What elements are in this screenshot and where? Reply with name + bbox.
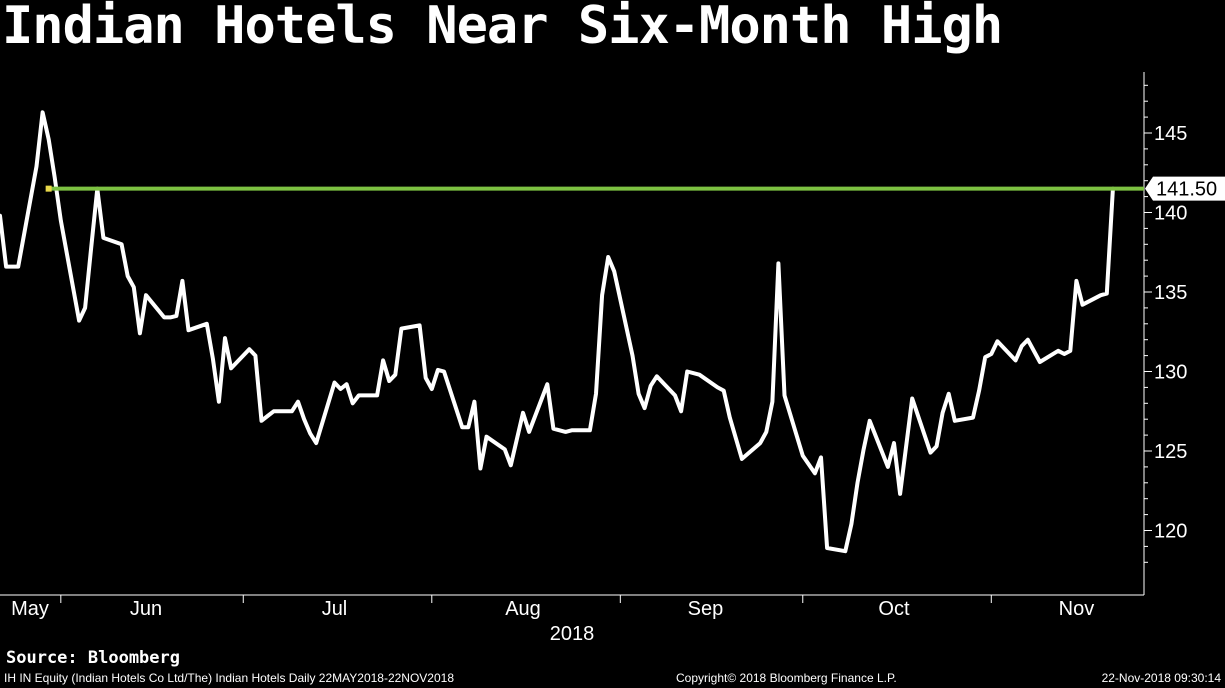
y-tick-label: 140 (1154, 203, 1187, 225)
y-tick-label: 125 (1154, 441, 1187, 463)
chart-title: Indian Hotels Near Six-Month High (2, 0, 1003, 56)
level-line-anchor (45, 185, 52, 192)
y-tick-label: 120 (1154, 521, 1187, 543)
x-tick-label: Jul (322, 598, 348, 620)
y-axis-ticks: 120 125 130 135 140 145 (1144, 84, 1187, 563)
x-tick-label: May (11, 598, 49, 620)
y-tick-label: 135 (1154, 282, 1187, 304)
month-dividers (60, 595, 992, 603)
plot-frame (0, 72, 1145, 596)
price-series-line (0, 110, 1115, 554)
x-tick-label: Oct (878, 598, 910, 620)
y-tick-label: 130 (1154, 362, 1187, 384)
series-layer (0, 110, 1115, 554)
last-value-label: 141.50 (1156, 179, 1217, 201)
x-tick-label: Nov (1059, 598, 1095, 620)
x-tick-label: Aug (505, 598, 541, 620)
x-axis-labels: May Jun Jul Aug Sep Oct Nov (11, 598, 1094, 620)
source-note: Source: Bloomberg (6, 648, 180, 668)
reference-layer: 141.50 (45, 176, 1225, 201)
x-tick-label: Sep (688, 598, 724, 620)
x-axis-year-label: 2018 (550, 623, 595, 645)
footer-copyright: Copyright© 2018 Bloomberg Finance L.P. (676, 671, 897, 685)
y-tick-label: 145 (1154, 123, 1187, 145)
footer-timestamp: 22-Nov-2018 09:30:14 (1101, 671, 1221, 685)
last-value-tag (1145, 176, 1225, 201)
x-tick-label: Jun (130, 598, 162, 620)
footer-security-info: IH IN Equity (Indian Hotels Co Ltd/The) … (4, 671, 455, 685)
